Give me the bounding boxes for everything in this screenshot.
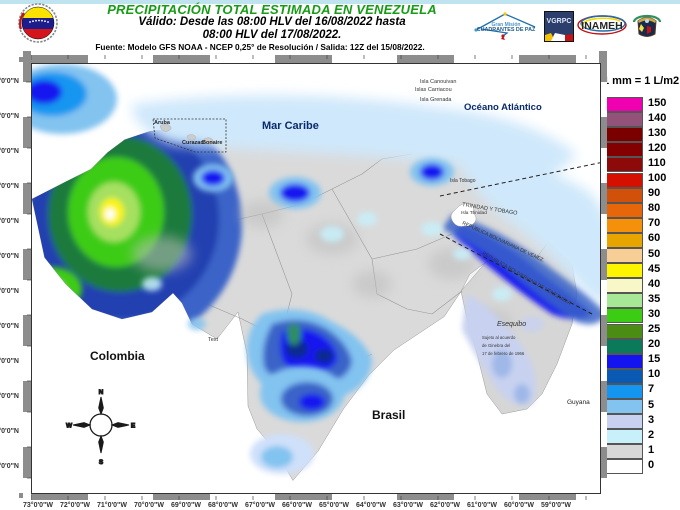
svg-text:S: S <box>99 459 104 466</box>
svg-text:17 de febrero de 1966: 17 de febrero de 1966 <box>482 351 525 356</box>
svg-text:Océano Atlántico: Océano Atlántico <box>464 102 542 113</box>
svg-text:Isla Canouivan: Isla Canouivan <box>420 79 456 85</box>
svg-text:INAMEH: INAMEH <box>581 20 622 32</box>
svg-text:Colombia: Colombia <box>90 349 145 363</box>
svg-text:Text: Text <box>208 337 219 343</box>
svg-text:Curazao: Curazao <box>182 140 204 146</box>
svg-text:CUADRANTES DE PAZ: CUADRANTES DE PAZ <box>477 27 536 33</box>
svg-text:Isla Grenada: Isla Grenada <box>420 97 452 103</box>
svg-text:Mar Caribe: Mar Caribe <box>262 120 319 132</box>
svg-text:Bonaire: Bonaire <box>202 140 222 146</box>
svg-text:de Ginebra del: de Ginebra del <box>482 343 510 348</box>
svg-text:Sujeto al acuerdo: Sujeto al acuerdo <box>482 335 516 340</box>
svg-text:Brasil: Brasil <box>372 408 405 422</box>
svg-text:Esequibo: Esequibo <box>497 321 526 328</box>
svg-text:Isla Tobago: Isla Tobago <box>450 178 476 184</box>
svg-text:Aruba: Aruba <box>154 120 171 126</box>
svg-text:E: E <box>131 423 136 430</box>
svg-text:W: W <box>66 423 73 430</box>
svg-text:N: N <box>99 389 104 396</box>
svg-text:Islas Carriacou: Islas Carriacou <box>415 87 452 93</box>
svg-text:Guyana: Guyana <box>567 399 590 406</box>
